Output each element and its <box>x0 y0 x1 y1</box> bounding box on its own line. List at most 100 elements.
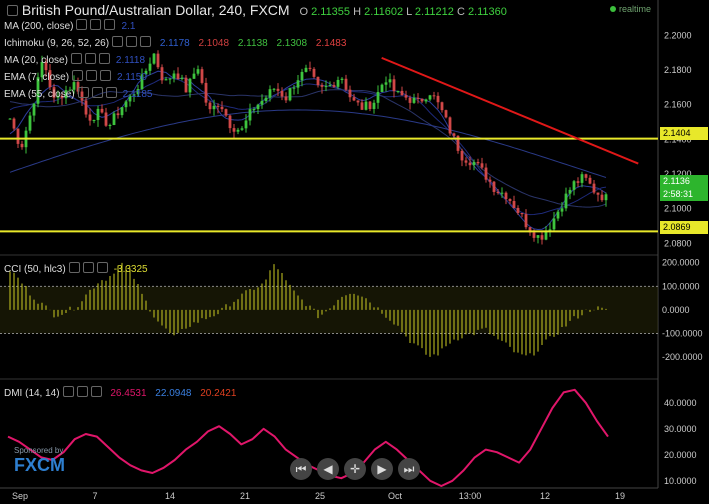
scroll-left-button[interactable]: ◀ <box>317 458 339 480</box>
scroll-start-button[interactable]: ⏮ <box>290 458 312 480</box>
candle-body <box>224 109 228 116</box>
candle-body <box>456 135 460 151</box>
settings-icon[interactable] <box>86 70 98 81</box>
candle-body <box>480 163 484 168</box>
candle-body <box>408 97 412 103</box>
time-axis: Sep 7 14 21 25 Oct 13:00 12 19 <box>12 491 625 501</box>
candle-body <box>448 117 452 134</box>
candle-body <box>148 63 152 71</box>
close-icon[interactable] <box>105 87 117 98</box>
candle-body <box>204 82 208 103</box>
eye-icon[interactable] <box>70 53 82 64</box>
candle-body <box>304 67 308 72</box>
close-icon[interactable] <box>90 386 102 397</box>
candle-body <box>156 53 160 68</box>
candle-body <box>44 61 48 71</box>
close-icon[interactable] <box>104 19 116 30</box>
settings-icon[interactable] <box>82 262 94 273</box>
candle-body <box>192 73 196 79</box>
price-tag-timer: 2:58:31 <box>660 188 708 201</box>
candle-body <box>96 108 100 121</box>
cci-band <box>0 286 658 334</box>
candle-body <box>536 235 540 238</box>
settings-icon[interactable] <box>91 87 103 98</box>
candle-body <box>356 100 360 103</box>
legend-ma20[interactable]: MA (20, close) 2.1118 <box>4 53 146 66</box>
scroll-right-button[interactable]: ▶ <box>371 458 393 480</box>
candle-body <box>588 177 592 184</box>
candle-body <box>260 100 264 105</box>
cci-tick-label: -200.0000 <box>662 352 703 362</box>
legend-cci[interactable]: CCI (50, hlc3) -3.3325 <box>4 262 148 275</box>
candle-body <box>328 85 332 87</box>
candle-body <box>252 109 256 111</box>
settings-icon[interactable] <box>84 53 96 64</box>
candle-body <box>296 80 300 88</box>
settings-icon[interactable] <box>126 36 138 47</box>
chart-header: British Pound/Australian Dollar, 240, FX… <box>4 2 507 18</box>
legend-ema55[interactable]: EMA (55, close) 2.1185 <box>4 87 153 100</box>
candle-body <box>400 90 404 96</box>
candle-body <box>284 96 288 101</box>
eye-icon[interactable] <box>68 262 80 273</box>
candle-body <box>200 69 204 83</box>
fxcm-logo: FXCM <box>14 455 65 475</box>
candle-body <box>32 103 36 116</box>
candle-body <box>168 78 172 80</box>
downtrend-line <box>381 56 639 165</box>
cci-tick-label: 200.0000 <box>662 258 700 268</box>
candle-body <box>584 174 588 178</box>
candle-body <box>320 85 324 87</box>
candle-body <box>228 115 232 129</box>
price-tick-label: 2.2000 <box>664 30 692 40</box>
legend-ichimoku[interactable]: Ichimoku (9, 26, 52, 26) 2.1178 2.1048 2… <box>4 36 347 49</box>
close-icon[interactable] <box>100 70 112 81</box>
candle-body <box>492 181 496 192</box>
eye-icon[interactable] <box>72 70 84 81</box>
legend-ma200[interactable]: MA (200, close) 2.1 <box>4 19 136 32</box>
candle-body <box>92 120 96 122</box>
candle-body <box>560 208 564 212</box>
candle-body <box>436 95 440 103</box>
time-tick-label: 25 <box>315 491 325 501</box>
ma-line <box>9 77 607 216</box>
eye-icon[interactable] <box>76 19 88 30</box>
candle-body <box>172 73 176 79</box>
close-icon[interactable] <box>98 53 110 64</box>
candle-body <box>276 88 280 91</box>
eye-icon[interactable] <box>62 386 74 397</box>
time-tick-label: Oct <box>388 491 403 501</box>
time-tick-label: 19 <box>615 491 625 501</box>
legend-dmi[interactable]: DMI (14, 14) 26.4531 22.0948 20.2421 <box>4 386 237 399</box>
reset-view-button[interactable]: ✛ <box>344 458 366 480</box>
close-icon[interactable] <box>140 36 152 47</box>
candle-body <box>216 105 220 107</box>
candle-body <box>124 101 128 108</box>
candle-body <box>352 97 356 101</box>
candle-body <box>428 95 432 100</box>
eye-icon[interactable] <box>77 87 89 98</box>
dmi-tick-label: 30.0000 <box>664 424 697 434</box>
candle-body <box>164 79 168 81</box>
legend-ema7[interactable]: EMA (7, close) 2.1150 <box>4 70 147 83</box>
time-tick-label: 13:00 <box>459 491 482 501</box>
price-tick-label: 2.0800 <box>664 238 692 248</box>
candle-body <box>340 78 344 80</box>
settings-icon[interactable] <box>76 386 88 397</box>
settings-icon[interactable] <box>90 19 102 30</box>
gridlines <box>0 0 659 489</box>
candle-body <box>368 101 372 109</box>
candle-body <box>420 98 424 102</box>
close-icon[interactable] <box>96 262 108 273</box>
collapse-icon[interactable] <box>7 5 18 16</box>
eye-icon[interactable] <box>112 36 124 47</box>
candle-body <box>344 78 348 90</box>
candle-body <box>120 107 124 116</box>
candle-body <box>268 89 272 98</box>
candle-body <box>360 102 364 110</box>
candle-body <box>576 181 580 183</box>
scroll-end-button[interactable]: ⏭ <box>398 458 420 480</box>
candle-body <box>564 193 568 209</box>
candle-body <box>404 95 408 98</box>
